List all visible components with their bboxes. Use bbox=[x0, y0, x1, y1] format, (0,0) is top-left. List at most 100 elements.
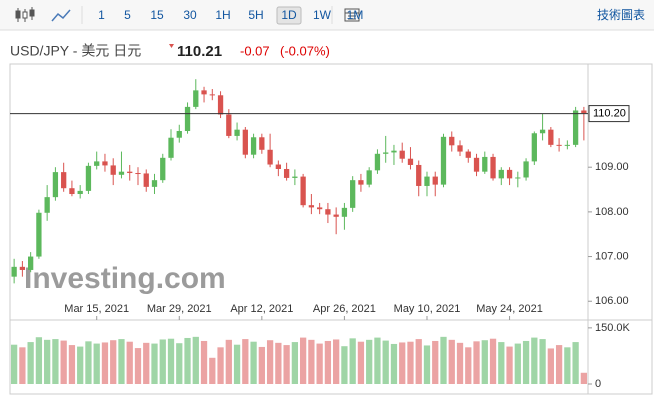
volume-bar bbox=[143, 342, 150, 384]
chart-link[interactable]: 技術圖表 bbox=[597, 8, 645, 22]
volume-bar bbox=[547, 348, 554, 384]
candle-body bbox=[515, 177, 521, 179]
volume-bar bbox=[423, 345, 431, 384]
volume-bar bbox=[498, 342, 505, 384]
interval-button[interactable]: 1W bbox=[313, 8, 332, 22]
interval-button[interactable]: 5 bbox=[124, 8, 131, 22]
candle-body bbox=[143, 173, 149, 187]
current-price-box bbox=[588, 105, 630, 123]
candle-body bbox=[498, 169, 504, 179]
volume-bar bbox=[539, 339, 546, 384]
volume-bar bbox=[448, 339, 455, 384]
candle-body bbox=[325, 209, 331, 215]
line-icon[interactable] bbox=[51, 9, 71, 22]
candle-body bbox=[531, 133, 537, 162]
symbol: USD/JPY - 美元 日元 bbox=[10, 43, 141, 59]
candle-body bbox=[69, 188, 75, 195]
interval-button[interactable]: 1D bbox=[281, 8, 297, 22]
volume-bar bbox=[407, 341, 414, 384]
volume-bar bbox=[93, 343, 100, 384]
volume-bar bbox=[283, 345, 290, 384]
interval-button[interactable]: 1H bbox=[215, 8, 230, 22]
x-tick-label: Mar 15, 2021 bbox=[64, 303, 129, 315]
volume-bar bbox=[266, 340, 274, 384]
candle-body bbox=[44, 197, 50, 213]
candle-body bbox=[160, 157, 166, 181]
volume-bar bbox=[564, 347, 571, 384]
candle-icon[interactable] bbox=[15, 7, 35, 22]
volume-bar bbox=[341, 346, 348, 384]
interval-button[interactable]: 15 bbox=[150, 8, 164, 22]
volume-bar bbox=[217, 347, 224, 384]
candle-body bbox=[19, 266, 26, 270]
table-icon[interactable] bbox=[344, 8, 360, 22]
candle-body bbox=[432, 176, 438, 185]
candle-body bbox=[317, 207, 323, 210]
volume-bar bbox=[489, 338, 497, 384]
candle-body bbox=[473, 157, 480, 172]
candle-body bbox=[358, 180, 364, 185]
volume-bar bbox=[432, 340, 439, 384]
candle-body bbox=[341, 207, 348, 217]
candle-body bbox=[283, 168, 290, 178]
candle-body bbox=[135, 173, 141, 175]
candle-body bbox=[465, 151, 471, 158]
interval-button[interactable]: 1M bbox=[347, 8, 364, 22]
volume-bar bbox=[456, 342, 464, 384]
candle-body bbox=[234, 129, 240, 136]
down-arrow bbox=[169, 44, 174, 48]
current-price-label: 110.20 bbox=[593, 107, 626, 119]
candle-body bbox=[374, 153, 381, 171]
candle-body bbox=[424, 176, 430, 186]
interval-button[interactable]: 5H bbox=[248, 8, 263, 22]
candle-body bbox=[151, 180, 158, 187]
volume-bar bbox=[52, 339, 59, 384]
volume-bar bbox=[308, 339, 315, 384]
volume-bar bbox=[176, 343, 183, 384]
candle-body bbox=[308, 205, 315, 208]
candle-body bbox=[217, 95, 224, 115]
candle-body bbox=[85, 165, 92, 191]
interval-button[interactable]: 30 bbox=[183, 8, 197, 22]
candle-body bbox=[201, 90, 207, 95]
volume-bar bbox=[44, 339, 51, 384]
candle-body bbox=[399, 150, 405, 159]
volume-bar bbox=[192, 336, 199, 384]
candle-body bbox=[110, 165, 116, 175]
candle-body bbox=[102, 161, 108, 166]
chart-frame bbox=[9, 63, 653, 395]
volume-bar bbox=[225, 339, 232, 384]
volume-bar bbox=[250, 341, 257, 384]
interval-button[interactable]: 1 bbox=[98, 8, 105, 22]
toolbar-bg bbox=[0, 0, 654, 30]
volume-bar bbox=[209, 357, 216, 384]
volume-bar bbox=[159, 339, 166, 384]
volume-bar bbox=[465, 347, 472, 384]
volume-bar bbox=[399, 342, 406, 384]
volume-bar bbox=[85, 341, 92, 384]
volume-bar bbox=[118, 339, 125, 384]
candle-body bbox=[449, 136, 455, 146]
volume-bar bbox=[68, 345, 76, 384]
candle-body bbox=[77, 190, 83, 195]
candle-body bbox=[11, 266, 17, 277]
candle-body bbox=[383, 152, 389, 154]
y2-tick-label: 0 bbox=[595, 378, 601, 390]
candle-body bbox=[36, 212, 42, 257]
volume-bar bbox=[473, 341, 480, 384]
volume-bar bbox=[299, 337, 307, 384]
candle-body bbox=[572, 110, 579, 145]
x-tick-label: Apr 12, 2021 bbox=[230, 303, 293, 315]
volume-bar bbox=[572, 342, 579, 384]
volume-bar bbox=[242, 339, 249, 384]
candle-body bbox=[333, 214, 339, 217]
volume-bar bbox=[77, 346, 84, 384]
candle-body bbox=[184, 106, 191, 132]
volume-bar bbox=[10, 344, 18, 384]
candle-body bbox=[94, 161, 100, 166]
volume-bar bbox=[60, 340, 67, 384]
x-tick-label: Mar 29, 2021 bbox=[147, 303, 212, 315]
candle-body bbox=[28, 256, 34, 270]
candle-body bbox=[52, 172, 59, 198]
